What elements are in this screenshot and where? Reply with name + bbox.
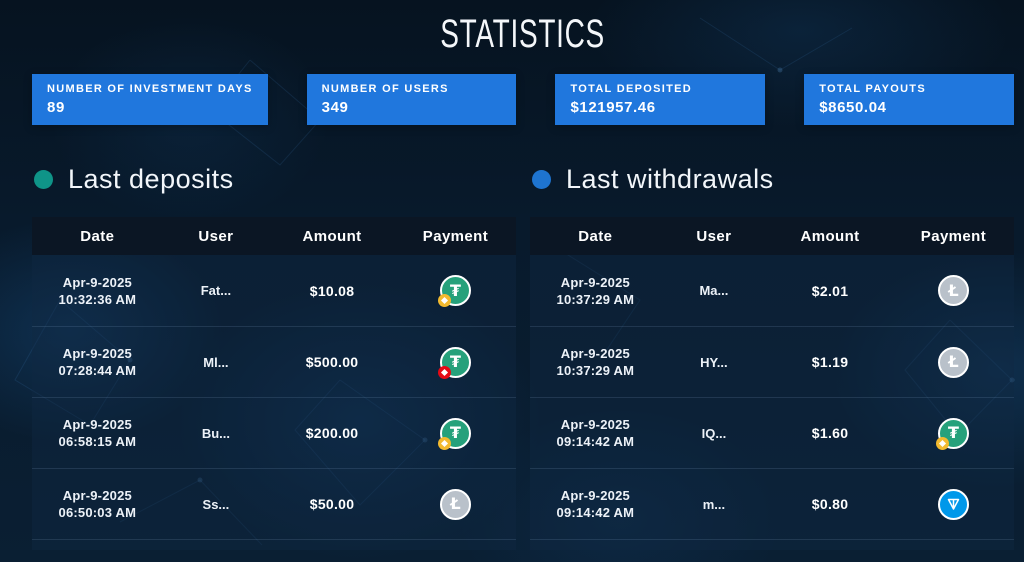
tables-section: Last deposits Date User Amount Payment A… bbox=[32, 161, 1014, 550]
withdrawals-table: Date User Amount Payment Apr-9-2025 10:37… bbox=[530, 217, 1014, 550]
deposit-user: Ss... bbox=[202, 496, 230, 512]
deposits-table-body: Apr-9-2025 10:32:36 AM Fat... $10.08 ₮ bbox=[32, 255, 516, 550]
withdrawal-date: Apr-9-2025 09:14:42 AM bbox=[556, 417, 635, 449]
table-row: Apr-9-2025 07:28:44 AM Ml... $500.00 ₮ bbox=[32, 326, 516, 397]
deposit-date: Apr-9-2025 07:28:44 AM bbox=[58, 346, 137, 378]
deposit-payment: Ł bbox=[395, 488, 516, 520]
deposit-amount: $50.00 bbox=[309, 496, 355, 512]
withdrawal-date: Apr-9-2025 10:37:29 AM bbox=[556, 274, 635, 307]
column-header-payment: Payment bbox=[422, 227, 489, 245]
deposit-user: Fat... bbox=[200, 283, 232, 298]
trc20-badge-icon bbox=[437, 365, 451, 379]
litecoin-icon: Ł bbox=[937, 275, 969, 306]
stat-card-total-payouts: TOTAL PAYOUTS $8650.04 bbox=[804, 74, 1014, 125]
table-row: Apr-9-2025 06:58:15 AM Bu... $200.00 ₮ bbox=[32, 397, 516, 468]
bep20-badge-icon bbox=[437, 436, 451, 450]
deposit-payment: ₮ bbox=[395, 346, 516, 379]
stat-label: TOTAL DEPOSITED bbox=[570, 83, 693, 95]
deposits-bullet-icon bbox=[34, 170, 53, 189]
table-row: Apr-9-2025 06:50:03 AM Ss... $50.00 Ł bbox=[32, 468, 516, 539]
withdrawals-bullet-icon bbox=[532, 170, 551, 189]
withdrawals-table-header: Date User Amount Payment bbox=[530, 217, 1014, 255]
deposit-amount: $10.08 bbox=[309, 282, 355, 299]
withdrawal-user: IQ... bbox=[701, 425, 727, 441]
deposit-date: Apr-9-2025 06:50:03 AM bbox=[58, 488, 137, 520]
withdrawal-date: Apr-9-2025 10:37:29 AM bbox=[556, 346, 635, 378]
withdrawal-amount: $0.80 bbox=[811, 496, 849, 512]
tether-bep20-icon: ₮ bbox=[437, 417, 471, 450]
deposits-table: Date User Amount Payment Apr-9-2025 10:32… bbox=[32, 217, 516, 550]
column-header-amount: Amount bbox=[800, 227, 860, 245]
column-header-user: User bbox=[696, 227, 732, 245]
stat-value: $8650.04 bbox=[819, 99, 887, 116]
withdrawal-payment: ₮ bbox=[893, 417, 1014, 450]
stat-label: TOTAL PAYOUTS bbox=[819, 83, 926, 95]
last-withdrawals-heading: Last withdrawals bbox=[530, 161, 1014, 198]
deposit-user: Ml... bbox=[203, 354, 229, 370]
column-header-user: User bbox=[198, 227, 234, 245]
bep20-badge-icon bbox=[935, 436, 949, 450]
stat-value: 89 bbox=[47, 99, 65, 116]
deposit-user: Bu... bbox=[201, 425, 230, 441]
section-title: Last deposits bbox=[68, 164, 234, 194]
stat-card-number-of-users: NUMBER OF USERS 349 bbox=[306, 74, 517, 125]
last-deposits-panel: Last deposits Date User Amount Payment A… bbox=[32, 161, 516, 550]
litecoin-icon: Ł bbox=[439, 488, 471, 520]
withdrawal-amount: $2.01 bbox=[811, 282, 849, 299]
withdrawal-user: HY... bbox=[700, 354, 728, 370]
table-row: Apr-9-2025 09:14:42 AM IQ... $1.60 ₮ bbox=[530, 397, 1014, 468]
litecoin-icon: Ł bbox=[937, 346, 969, 378]
column-header-date: Date bbox=[80, 227, 115, 245]
stats-cards: NUMBER OF INVESTMENT DAYS 89 NUMBER OF U… bbox=[32, 74, 1014, 125]
last-deposits-heading: Last deposits bbox=[32, 161, 516, 198]
withdrawal-amount: $1.60 bbox=[811, 425, 849, 441]
deposit-payment: ₮ bbox=[395, 275, 516, 307]
table-row: Apr-9-2025 10:37:29 AM HY... $1.19 Ł bbox=[530, 326, 1014, 397]
deposit-date: Apr-9-2025 06:58:15 AM bbox=[58, 417, 137, 449]
column-header-payment: Payment bbox=[920, 227, 987, 245]
withdrawal-payment bbox=[893, 488, 1014, 520]
deposit-amount: $200.00 bbox=[305, 425, 359, 441]
tether-trc20-icon: ₮ bbox=[437, 346, 471, 379]
page-title: STATISTICS bbox=[440, 12, 606, 56]
last-withdrawals-panel: Last withdrawals Date User Amount Paymen… bbox=[530, 161, 1014, 550]
stat-card-total-deposited: TOTAL DEPOSITED $121957.46 bbox=[555, 74, 766, 125]
deposit-amount: $500.00 bbox=[305, 354, 359, 370]
bep20-badge-icon bbox=[437, 294, 451, 307]
table-row-cutoff bbox=[32, 539, 516, 550]
withdrawal-date: Apr-9-2025 09:14:42 AM bbox=[556, 488, 635, 520]
withdrawal-user: m... bbox=[702, 496, 726, 512]
deposit-date: Apr-9-2025 10:32:36 AM bbox=[58, 274, 137, 307]
stat-value: $121957.46 bbox=[570, 99, 656, 116]
stat-label: NUMBER OF USERS bbox=[321, 83, 449, 95]
toncoin-icon bbox=[937, 488, 969, 520]
table-row: Apr-9-2025 10:37:29 AM Ma... $2.01 Ł bbox=[530, 255, 1014, 326]
main-content: STATISTICS NUMBER OF INVESTMENT DAYS 89 … bbox=[32, 0, 1014, 550]
ton-diamond-glyph bbox=[947, 498, 960, 510]
withdrawal-user: Ma... bbox=[699, 283, 729, 298]
table-row-cutoff bbox=[530, 539, 1014, 550]
deposits-table-header: Date User Amount Payment bbox=[32, 217, 516, 255]
table-row: Apr-9-2025 09:14:42 AM m... $0.80 bbox=[530, 468, 1014, 539]
deposit-payment: ₮ bbox=[395, 417, 516, 450]
section-title: Last withdrawals bbox=[566, 164, 774, 194]
column-header-date: Date bbox=[578, 227, 613, 245]
tether-bep20-icon: ₮ bbox=[437, 275, 471, 307]
stat-value: 349 bbox=[321, 99, 349, 116]
withdrawal-payment: Ł bbox=[893, 346, 1014, 378]
withdrawals-table-body: Apr-9-2025 10:37:29 AM Ma... $2.01 Ł bbox=[530, 255, 1014, 550]
stat-card-investment-days: NUMBER OF INVESTMENT DAYS 89 bbox=[32, 74, 268, 125]
column-header-amount: Amount bbox=[302, 227, 362, 245]
tether-bep20-icon: ₮ bbox=[935, 417, 969, 450]
withdrawal-amount: $1.19 bbox=[811, 354, 849, 370]
page-title-wrap: STATISTICS bbox=[32, 0, 1014, 74]
stat-label: NUMBER OF INVESTMENT DAYS bbox=[47, 83, 253, 95]
table-row: Apr-9-2025 10:32:36 AM Fat... $10.08 ₮ bbox=[32, 255, 516, 326]
withdrawal-payment: Ł bbox=[893, 275, 1014, 306]
